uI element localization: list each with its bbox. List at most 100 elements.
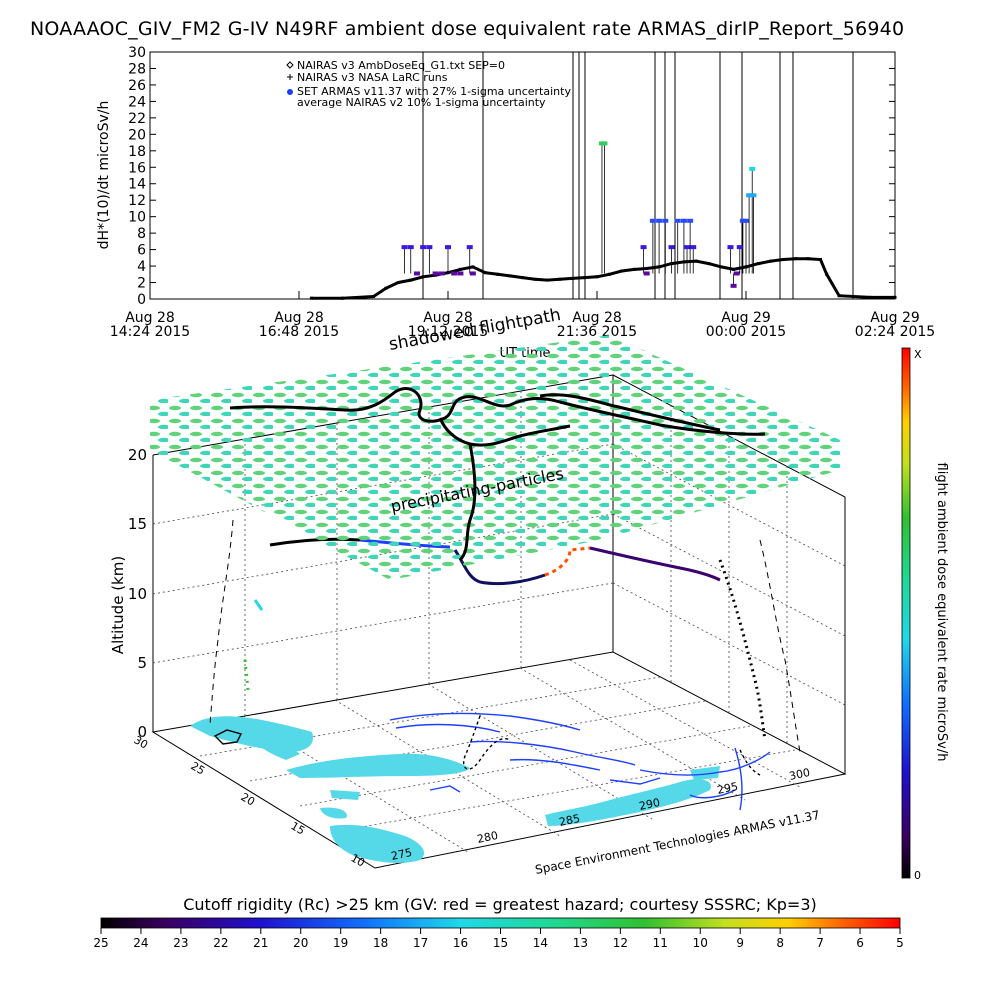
bottom-colorbar-ticks: 25 24 23 22 21 20 19 18 17 16 15 14 13 12 11 10 9 8 7 6 5 [93, 928, 904, 950]
y-tick-label: 14 [128, 177, 146, 193]
data-point [649, 218, 656, 223]
y-tick-label: 0 [137, 292, 146, 308]
colorbar-tick-label: 12 [613, 936, 628, 950]
bottom-colorbar-title: Cutoff rigidity (Rc) >25 km (GV: red = g… [183, 895, 817, 914]
data-point [620, 269, 624, 273]
data-point [607, 272, 611, 276]
series-nairas-line [311, 257, 895, 300]
colorbar-tick-label: 20 [293, 936, 308, 950]
data-point [558, 277, 562, 281]
data-point [684, 245, 691, 250]
data-point [421, 275, 425, 279]
colorbar-tick-label: 14 [533, 936, 548, 950]
data-point [372, 295, 375, 299]
data-point [309, 296, 313, 300]
data-point [420, 245, 427, 250]
data-point [432, 271, 439, 276]
data-point [727, 245, 734, 250]
x-tick-label: Aug 28 [125, 310, 175, 326]
data-point [656, 218, 663, 223]
data-point [719, 265, 723, 269]
data-point [409, 278, 413, 282]
x-tick-label: 02:24 2015 [855, 324, 935, 340]
floor-flight-track [463, 715, 761, 776]
data-point [595, 275, 599, 279]
particle-front-left [150, 400, 390, 580]
lon-tick-label: 295 [716, 780, 739, 797]
data-point [694, 259, 698, 263]
bottom-colorbar-gradient [100, 917, 901, 929]
z-tick-label: 15 [128, 515, 147, 533]
z-tick-label: 5 [137, 654, 147, 672]
colorbar-tick-label: 24 [133, 936, 148, 950]
data-point [837, 294, 841, 298]
y-tick-label: 8 [137, 226, 146, 242]
legend-entry: NAIRAS v3 NASA LaRC runs [297, 71, 448, 84]
data-point [668, 245, 675, 250]
colorbar-tick-label: 15 [493, 936, 508, 950]
y-tick-label: 28 [128, 61, 146, 77]
colorbar-tick-label: 19 [333, 936, 348, 950]
x-tick-label: 14:24 2015 [110, 324, 190, 340]
land-masses [190, 716, 720, 863]
x-tick-label: Aug 29 [870, 310, 920, 326]
data-point [806, 257, 810, 261]
data-point [570, 276, 574, 280]
y-tick-label: 22 [128, 111, 146, 127]
data-point [746, 193, 753, 198]
colorbar-right-label: flight ambient dose equivalent rate micr… [934, 463, 949, 762]
data-point [645, 267, 649, 271]
data-point [545, 278, 549, 282]
data-point [471, 265, 475, 269]
data-point [690, 245, 697, 250]
lon-tick-label: 300 [788, 766, 811, 783]
data-point [521, 276, 524, 280]
colorbar-tick-label: 7 [816, 936, 824, 950]
z-axis-ticks: 0 5 10 15 20 [128, 446, 147, 741]
data-point [466, 245, 473, 250]
colorbar-bottom-label: 0 [914, 869, 921, 882]
y-tick-label: 2 [137, 276, 146, 292]
data-point [819, 257, 822, 261]
data-point [458, 267, 462, 271]
lon-axis-ticks: 275 280 285 290 295 300 [390, 766, 811, 863]
lon-tick-label: 290 [638, 796, 661, 813]
bottom-colorbar: 25 24 23 22 21 20 19 18 17 16 15 14 13 12 11 10 9 8 7 6 5 [93, 917, 904, 950]
lat-tick-label: 10 [349, 851, 368, 869]
colorbar-tick-label: 6 [856, 936, 864, 950]
colorbar-tick-label: 18 [373, 936, 388, 950]
lon-tick-label: 275 [390, 846, 413, 863]
colorbar-tick-label: 16 [453, 936, 468, 950]
shadowed-flight-path [229, 387, 766, 562]
data-point [413, 271, 420, 276]
lon-tick-label: 285 [558, 812, 581, 829]
top-legend: NAIRAS v3 AmbDoseEq_G1.txt SEP=0 NAIRAS … [286, 59, 571, 109]
x-tick-label: Aug 28 [274, 310, 324, 326]
y-tick-label: 30 [128, 45, 146, 61]
top-plot-frame [149, 51, 896, 300]
chart-title: NOAAAOC_GIV_FM2 G-IV N49RF ambient dose … [30, 18, 905, 40]
data-point [384, 286, 388, 290]
data-point [733, 271, 740, 276]
data-point [483, 271, 487, 275]
y-tick-label: 16 [128, 160, 146, 176]
colorbar-tick-label: 25 [93, 936, 108, 950]
y-tick-label: 24 [128, 94, 146, 110]
z-tick-label: 20 [128, 446, 147, 464]
legend-entry: average NAIRAS v2 10% 1-sigma uncertaint… [297, 96, 546, 109]
data-point [739, 218, 746, 223]
y-tick-label: 4 [137, 259, 146, 275]
data-point [451, 271, 458, 276]
particle-top-layer [150, 335, 840, 520]
colorbar-top-label: X [914, 348, 922, 361]
right-colorbar: X 0 flight ambient dose equivalent rate … [901, 347, 949, 882]
colorbar-tick-label: 10 [693, 936, 708, 950]
y-tick-label: 26 [128, 78, 146, 94]
colorbar-tick-label: 21 [253, 936, 268, 950]
lat-tick-label: 15 [289, 819, 308, 837]
data-point [750, 193, 757, 198]
data-point [469, 271, 476, 276]
